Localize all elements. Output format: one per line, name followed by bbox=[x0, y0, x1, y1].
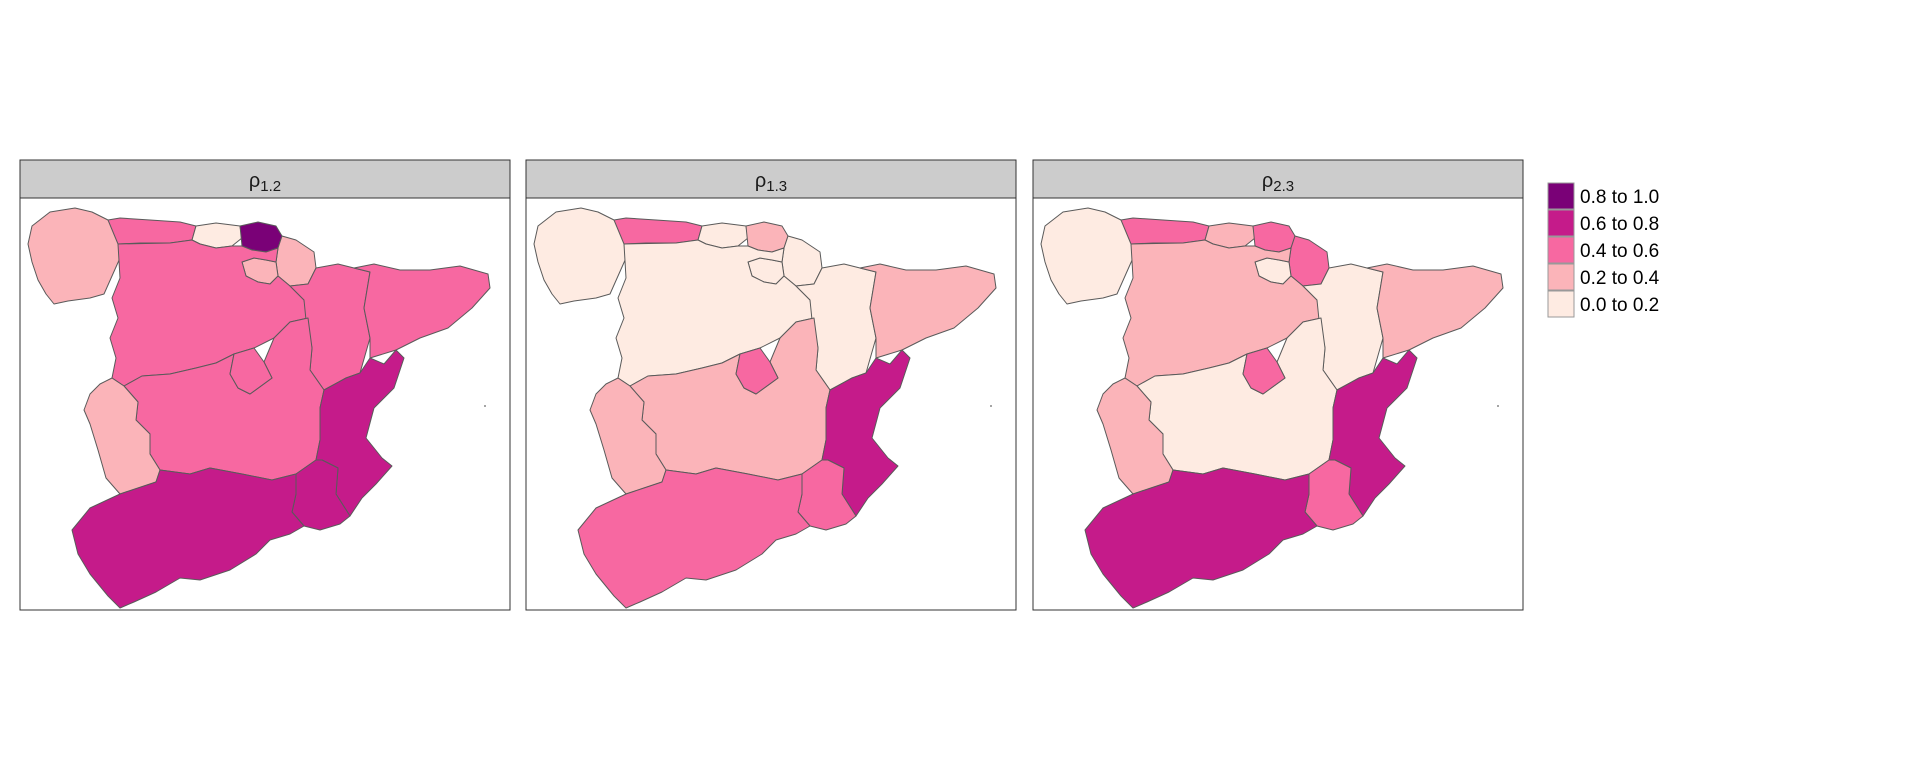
map-panel-rho-2-3: ρ2.3 bbox=[1032, 159, 1524, 611]
legend-swatch bbox=[1547, 236, 1575, 264]
region-catalonia bbox=[859, 263, 997, 359]
panel-strip bbox=[1032, 159, 1524, 199]
spain-map bbox=[27, 207, 491, 609]
panel-title: ρ2.3 bbox=[1262, 170, 1294, 195]
legend-label: 0.2 to 0.4 bbox=[1580, 268, 1660, 289]
region-galicia bbox=[1040, 207, 1134, 305]
legend-item: 0.8 to 1.0 bbox=[1547, 182, 1659, 210]
panel-strip bbox=[19, 159, 511, 199]
region-madrid bbox=[229, 347, 273, 395]
region-andalusia bbox=[1084, 467, 1318, 609]
spain-map bbox=[1040, 207, 1504, 609]
panel-strip bbox=[525, 159, 1017, 199]
region-andalusia bbox=[71, 467, 305, 609]
panel-title: ρ1.3 bbox=[755, 170, 787, 195]
legend-label: 0.0 to 0.2 bbox=[1580, 295, 1659, 316]
panel-title: ρ1.2 bbox=[249, 170, 281, 195]
region-catalonia bbox=[353, 263, 491, 359]
region-madrid bbox=[735, 347, 779, 395]
legend: 0.8 to 1.0 0.6 to 0.8 0.4 to 0.6 0.2 to 0.4… bbox=[1547, 182, 1660, 318]
region-galicia bbox=[27, 207, 121, 305]
legend-item: 0.6 to 0.8 bbox=[1547, 209, 1659, 237]
legend-label: 0.4 to 0.6 bbox=[1580, 241, 1659, 262]
legend-label: 0.6 to 0.8 bbox=[1580, 214, 1659, 235]
map-panel-rho-1-2: ρ1.2 bbox=[19, 159, 511, 611]
region-madrid bbox=[1242, 347, 1286, 395]
spain-map bbox=[533, 207, 997, 609]
island-marker bbox=[1497, 405, 1499, 407]
legend-item: 0.2 to 0.4 bbox=[1547, 263, 1660, 291]
legend-swatch bbox=[1547, 209, 1575, 237]
legend-item: 0.0 to 0.2 bbox=[1547, 290, 1659, 318]
legend-label: 0.8 to 1.0 bbox=[1580, 187, 1659, 208]
region-catalonia bbox=[1366, 263, 1504, 359]
map-panel-rho-1-3: ρ1.3 bbox=[525, 159, 1017, 611]
region-andalusia bbox=[577, 467, 811, 609]
legend-swatch bbox=[1547, 290, 1575, 318]
region-galicia bbox=[533, 207, 627, 305]
legend-swatch bbox=[1547, 182, 1575, 210]
legend-swatch bbox=[1547, 263, 1575, 291]
island-marker bbox=[990, 405, 992, 407]
island-marker bbox=[484, 405, 486, 407]
legend-item: 0.4 to 0.6 bbox=[1547, 236, 1659, 264]
